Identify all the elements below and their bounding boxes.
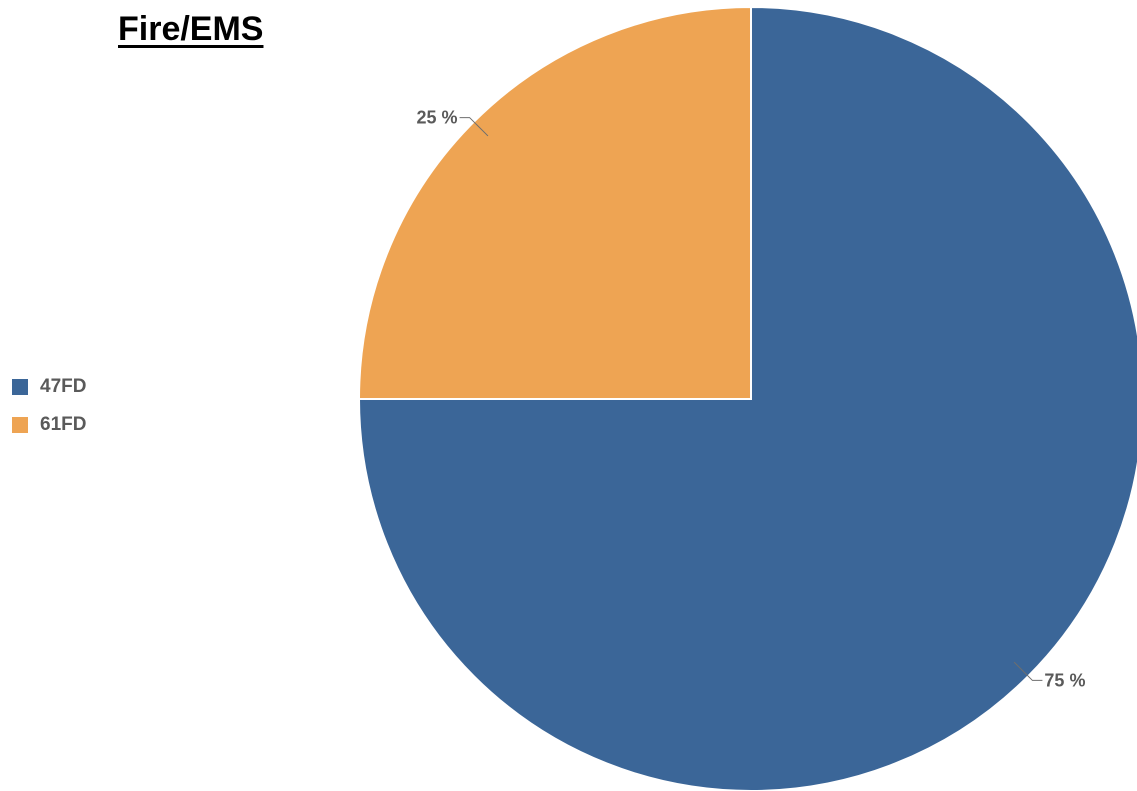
legend: 47FD 61FD — [12, 368, 86, 444]
chart-title: Fire/EMS — [118, 10, 264, 48]
data-label-47fd: 75 % — [1044, 670, 1085, 690]
leader-line-47fd — [1013, 661, 1043, 681]
legend-swatch-61fd — [12, 417, 28, 433]
legend-label-61fd: 61FD — [40, 414, 87, 435]
pie-leader-lines — [459, 117, 1043, 681]
leader-line-61fd — [459, 117, 489, 137]
legend-item-61fd[interactable]: 61FD — [12, 406, 86, 444]
pie-data-labels: 75 % 25 % — [417, 108, 1086, 691]
data-label-61fd: 25 % — [417, 108, 458, 128]
legend-item-47fd[interactable]: 47FD — [12, 368, 86, 406]
legend-label-47fd: 47FD — [40, 376, 87, 397]
pie-slice-61fd[interactable] — [357, 5, 752, 400]
pie-slices — [357, 5, 1137, 791]
legend-swatch-47fd — [12, 379, 28, 395]
